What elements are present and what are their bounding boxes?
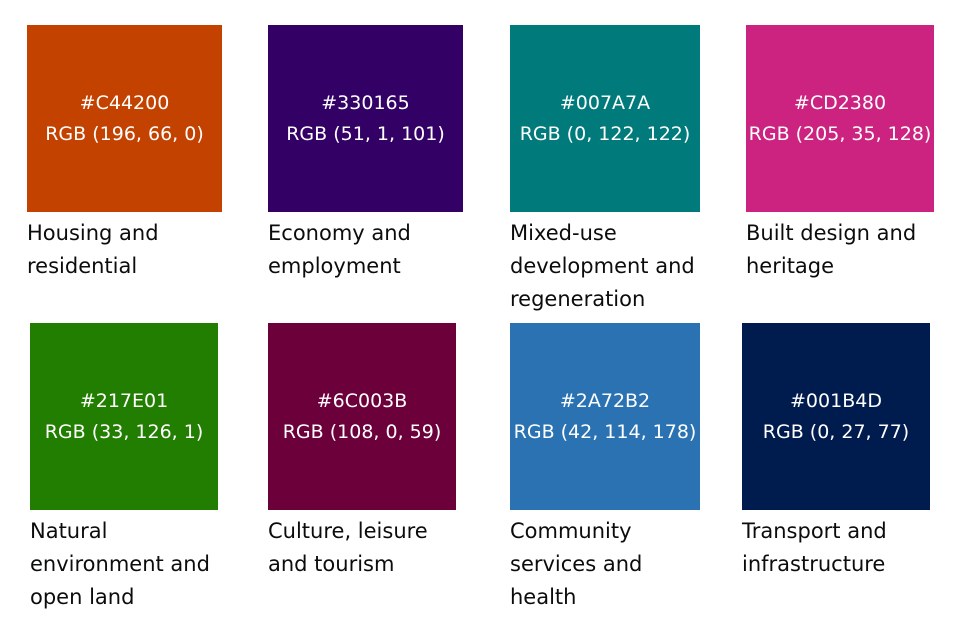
swatch-tile: #CD2380 RGB (205, 35, 128): [746, 25, 934, 212]
category-label: Economy and employment: [268, 217, 411, 283]
swatch-tile: #2A72B2 RGB (42, 114, 178): [510, 323, 700, 510]
hex-code: #2A72B2: [559, 390, 651, 412]
hex-code: #001B4D: [790, 390, 882, 412]
category-label-line: Economy and: [268, 221, 411, 245]
swatch-tile: #6C003B RGB (108, 0, 59): [268, 323, 456, 510]
category-label-line: infrastructure: [742, 552, 886, 576]
swatch-tile: #330165 RGB (51, 1, 101): [268, 25, 463, 212]
hex-code: #CD2380: [793, 92, 887, 114]
category-label: Culture, leisure and tourism: [268, 515, 428, 581]
rgb-value: RGB (196, 66, 0): [45, 123, 204, 145]
category-label-line: Transport and: [742, 519, 887, 543]
category-label-line: regeneration: [510, 287, 646, 311]
category-label-line: Natural: [30, 519, 108, 543]
category-label: Built design and heritage: [746, 217, 916, 283]
rgb-value: RGB (205, 35, 128): [748, 123, 932, 145]
category-label-line: heritage: [746, 254, 835, 278]
category-label-line: Community: [510, 519, 632, 543]
category-label-line: open land: [30, 585, 135, 609]
category-label-line: Culture, leisure: [268, 519, 428, 543]
category-label: Mixed-use development and regeneration: [510, 217, 695, 316]
hex-code: #6C003B: [316, 390, 408, 412]
swatch-tile: #001B4D RGB (0, 27, 77): [742, 323, 930, 510]
rgb-value: RGB (51, 1, 101): [286, 123, 445, 145]
category-label: Transport and infrastructure: [742, 515, 887, 581]
category-label-line: environment and: [30, 552, 210, 576]
hex-code: #217E01: [79, 390, 169, 412]
category-label-line: health: [510, 585, 577, 609]
category-label-line: development and: [510, 254, 695, 278]
rgb-value: RGB (0, 122, 122): [519, 123, 691, 145]
category-label: Community services and health: [510, 515, 642, 614]
hex-code: #330165: [321, 92, 410, 114]
category-label-line: and tourism: [268, 552, 395, 576]
category-label: Natural environment and open land: [30, 515, 210, 614]
hex-code: #C44200: [79, 92, 170, 114]
category-label-line: employment: [268, 254, 401, 278]
category-label: Housing and residential: [27, 217, 159, 283]
category-label-line: Built design and: [746, 221, 917, 245]
rgb-value: RGB (33, 126, 1): [44, 421, 204, 443]
category-label-line: residential: [27, 254, 138, 278]
category-label-line: Housing and: [27, 221, 159, 245]
swatch-tile: #C44200 RGB (196, 66, 0): [27, 25, 222, 212]
hex-code: #007A7A: [559, 92, 651, 114]
rgb-value: RGB (108, 0, 59): [282, 421, 442, 443]
swatch-tile: #217E01 RGB (33, 126, 1): [30, 323, 218, 510]
category-label-line: services and: [510, 552, 643, 576]
category-label-line: Mixed-use: [510, 221, 617, 245]
rgb-value: RGB (42, 114, 178): [513, 421, 697, 443]
swatch-tile: #007A7A RGB (0, 122, 122): [510, 25, 700, 212]
rgb-value: RGB (0, 27, 77): [762, 421, 910, 443]
